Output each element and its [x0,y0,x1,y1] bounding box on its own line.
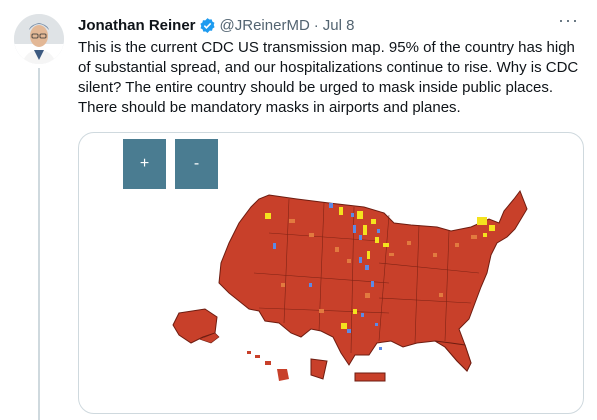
avatar[interactable] [14,14,64,64]
map-hawaii-3 [265,361,271,365]
verified-badge-icon [199,17,215,33]
header-separator: · [313,16,319,34]
tweet-header: Jonathan Reiner @JReinerMD · Jul 8 [78,14,354,36]
map-hawaii-1 [247,351,251,354]
tweet-media[interactable]: + - [78,132,584,414]
tweet-text: This is the current CDC US transmission … [78,39,579,116]
map-alaska [172,308,218,344]
avatar-image [14,14,64,64]
map-substantial-counties [281,219,477,313]
map-moderate-counties [265,207,495,329]
tweet-date[interactable]: Jul 8 [322,16,355,34]
cdc-transmission-map [172,189,528,382]
zoom-in-button[interactable]: + [123,139,166,189]
more-options-icon[interactable]: ··· [558,10,579,30]
map-puerto-rico [354,372,386,382]
thread-line [38,68,40,420]
zoom-out-button[interactable]: - [175,139,218,189]
map-hawaii-2 [255,355,260,358]
map-low-counties [273,203,382,350]
author-handle[interactable]: @JReinerMD [219,16,310,34]
map-florida [434,340,472,372]
map-guam [310,358,328,380]
map-alaska-chain [198,332,220,344]
author-name[interactable]: Jonathan Reiner [78,16,196,34]
map-hawaii-big [277,369,289,381]
